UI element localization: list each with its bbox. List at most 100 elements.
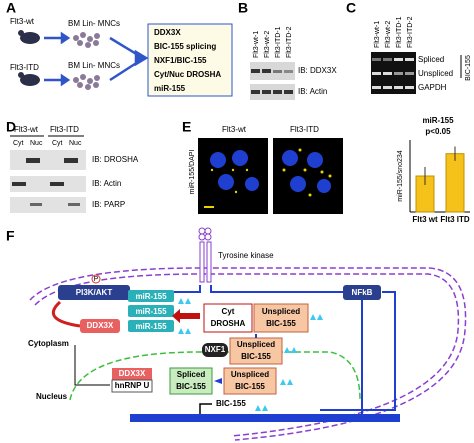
bands — [372, 58, 414, 89]
inhibition — [74, 345, 110, 386]
mir-label: miR-155 — [135, 322, 167, 331]
node — [80, 319, 120, 333]
node — [253, 303, 309, 333]
blot — [10, 150, 86, 170]
panel-label: F — [6, 228, 15, 244]
nuclear-envelope — [69, 351, 361, 401]
blot — [10, 197, 86, 213]
blot-label: IB: DROSHA — [92, 155, 139, 164]
band-label: GAPDH — [418, 83, 447, 92]
puncta — [210, 148, 332, 197]
gene-label: BIC-155 — [216, 399, 246, 408]
node — [58, 285, 130, 300]
lane-label: Flt3-ITD-1 — [396, 16, 403, 48]
node-label: Spliced — [177, 370, 206, 379]
node-label: DDX3X — [87, 321, 114, 330]
image-label: Flt3-wt — [222, 125, 247, 134]
lane-label: Flt3-wt-1 — [374, 21, 381, 48]
cells-label: BM Lin- MNCs — [68, 19, 120, 28]
lane-label: Flt3-ITD-2 — [286, 26, 293, 58]
node — [169, 367, 213, 395]
blot-label: IB: PARP — [92, 200, 125, 209]
mouse-icon — [18, 30, 40, 86]
blot-label: IB: Actin — [298, 87, 327, 96]
compartment-label: Cytoplasm — [28, 339, 69, 348]
node-label: Unspliced — [237, 340, 275, 349]
arrows — [44, 31, 149, 87]
node-label: BIC-155 — [266, 319, 296, 328]
assay: DDX3X — [154, 28, 181, 37]
blot — [250, 84, 295, 100]
fraction: Nuc — [69, 140, 82, 147]
node-label: BIC-155 — [235, 382, 265, 391]
band-label: Unspliced — [418, 69, 453, 78]
chart-subtitle: p<0.05 — [425, 127, 451, 136]
assay-box — [147, 23, 233, 97]
receptor — [198, 227, 212, 283]
panel-label: A — [6, 0, 16, 16]
blot — [10, 176, 86, 192]
compartment-label: Nucleus — [36, 392, 68, 401]
assay: NXF1/BIC-155 — [154, 56, 207, 65]
promoter — [199, 403, 212, 414]
cells-label: BM Lin- MNCs — [68, 61, 120, 70]
assay: BIC-155 splicing — [154, 42, 216, 51]
blot-label: IB: Actin — [92, 179, 121, 188]
blot — [250, 62, 295, 80]
band-label: Spliced — [418, 55, 444, 64]
micrograph — [273, 138, 343, 214]
group-label: Flt3-ITD — [10, 63, 39, 72]
panel-label: C — [346, 0, 356, 16]
node — [203, 303, 253, 333]
node-label: Unspliced — [231, 370, 269, 379]
node-label: DROSHA — [211, 319, 246, 328]
lane-label: Flt3-wt-2 — [385, 21, 392, 48]
assay: miR-155 — [154, 84, 186, 93]
node-label: PI3K/AKT — [76, 288, 113, 297]
panel-label: E — [182, 119, 191, 135]
arrow — [214, 378, 222, 384]
x-tick-label: Flt3 wt — [412, 215, 438, 224]
node — [229, 337, 283, 365]
mir-label: miR-155 — [135, 307, 167, 316]
node-label: NXF1 — [205, 345, 226, 354]
membrane — [29, 267, 467, 441]
mir-boxes — [128, 290, 174, 332]
receptor-label: Tyrosine kinase — [218, 251, 274, 260]
assay: Cyt/Nuc DROSHA — [154, 70, 221, 79]
phospho-label: P — [94, 276, 99, 283]
node-label: DDX3X — [119, 369, 146, 378]
panel-label: B — [238, 0, 248, 16]
arrow — [51, 300, 81, 328]
group-label: Flt3-ITD — [50, 125, 79, 134]
blot-label: IB: DDX3X — [298, 66, 337, 75]
y-axis-label: miR-155/sno234 — [397, 150, 404, 201]
stain-label: miR-155/DAPI — [189, 150, 196, 195]
gene-label: BIC-155 — [465, 55, 472, 81]
chart-title: miR-155 — [422, 116, 454, 125]
phospho — [91, 274, 101, 284]
mir-label: miR-155 — [135, 292, 167, 301]
node — [343, 285, 381, 300]
panel-label: D — [6, 119, 16, 135]
x-tick-label: Flt3 ITD — [440, 215, 470, 224]
dna — [130, 414, 400, 422]
node-label: BIC-155 — [176, 382, 206, 391]
bar — [445, 153, 465, 213]
node-label: NFkB — [352, 288, 373, 297]
node — [112, 368, 152, 380]
node-label: Cyt — [222, 307, 235, 316]
bands — [12, 158, 80, 206]
lane-label: Flt3-wt-2 — [264, 31, 271, 58]
fraction: Nuc — [30, 140, 43, 147]
bands — [251, 69, 293, 94]
node — [202, 343, 228, 357]
group-label: Flt3-wt — [10, 17, 35, 26]
fraction: Cyt — [52, 140, 63, 147]
fraction: Cyt — [13, 140, 24, 147]
lane-label: Flt3-wt-1 — [253, 31, 260, 58]
cells-icon — [73, 32, 100, 90]
group-label: Flt3-wt — [14, 125, 39, 134]
lane-label: Flt3-ITD-1 — [275, 26, 282, 58]
